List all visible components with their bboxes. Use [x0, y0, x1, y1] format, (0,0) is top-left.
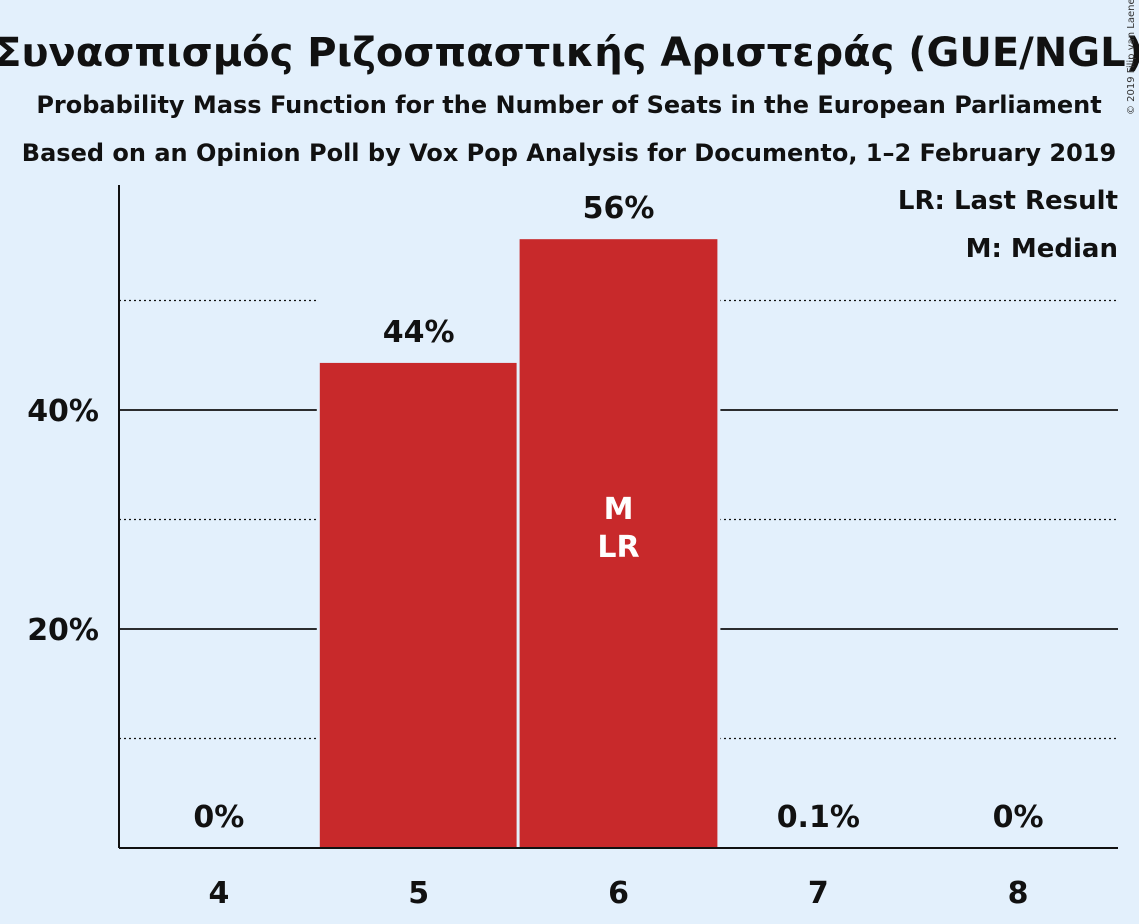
bar-marker-median: M — [604, 492, 634, 527]
y-tick-label: 40% — [27, 394, 99, 429]
x-tick-label-7: 7 — [808, 876, 829, 911]
data-label-6: 56% — [583, 191, 655, 226]
bars — [316, 185, 721, 848]
legend-last-result: LR: Last Result — [898, 186, 1118, 216]
axes — [118, 185, 1118, 849]
data-label-5: 44% — [383, 315, 455, 350]
chart-subtitle-1: Probability Mass Function for the Number… — [36, 91, 1101, 119]
x-tick-label-5: 5 — [408, 876, 429, 911]
chart-subtitle-2: Based on an Opinion Poll by Vox Pop Anal… — [22, 139, 1116, 167]
bar-6 — [519, 239, 718, 848]
x-tick-label-6: 6 — [608, 876, 629, 911]
copyright-notice: © 2019 Filip van Laenen — [1126, 0, 1137, 115]
x-tick-label-4: 4 — [208, 876, 229, 911]
chart-title: Συνασπισμός Ριζοσπαστικής Αριστεράς (GUE… — [0, 30, 1139, 76]
data-label-4: 0% — [193, 800, 244, 835]
data-label-8: 0% — [993, 800, 1044, 835]
legend-median: M: Median — [966, 234, 1118, 264]
data-labels: 0% 4 44% 5 56% MLR 6 0.1% 7 0% 8 — [193, 191, 1043, 911]
bar-marker-last-result: LR — [597, 530, 639, 565]
y-tick-label: 20% — [27, 613, 99, 648]
bar-5 — [319, 362, 518, 848]
x-tick-label-8: 8 — [1008, 876, 1029, 911]
data-label-7: 0.1% — [777, 800, 860, 835]
